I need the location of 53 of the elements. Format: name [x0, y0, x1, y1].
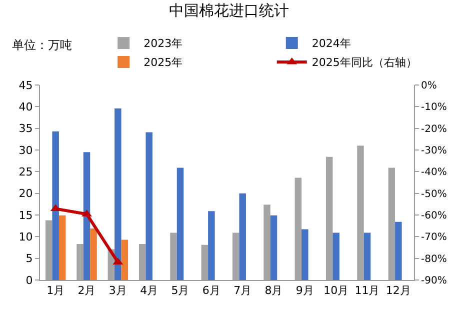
bar	[270, 215, 278, 280]
y-tick-label: 40	[18, 100, 33, 114]
x-tick-label: 12月	[386, 284, 411, 298]
y-tick-label: 0	[26, 274, 33, 287]
chart-title: 中国棉花进口统计	[169, 1, 289, 20]
x-tick-label: 6月	[202, 284, 220, 298]
legend-label: 2025年	[144, 56, 183, 70]
x-tick-label: 2月	[78, 284, 96, 298]
bar	[52, 131, 59, 280]
x-tick-label: 1月	[46, 284, 65, 298]
bar	[121, 240, 128, 280]
bar	[332, 232, 340, 280]
y2-tick-label: -90%	[421, 276, 447, 286]
y2-tick-label: -60%	[421, 210, 447, 222]
bar	[176, 168, 184, 280]
x-tick-label: 9月	[296, 284, 314, 298]
y-tick-label: 20	[18, 187, 33, 200]
y2-tick-label: -30%	[421, 146, 447, 156]
y2-tick-label: 0%	[421, 80, 437, 92]
legend-label: 2025年同比（右轴）	[312, 56, 417, 70]
legend-label: 2024年	[312, 37, 351, 50]
y-tick-label: 45	[18, 78, 33, 92]
y2-tick-label: -40%	[421, 167, 447, 178]
y2-tick-label: -20%	[421, 124, 447, 135]
bar	[83, 152, 90, 280]
y-tick-label: 30	[18, 144, 33, 157]
y2-tick-label: -80%	[421, 254, 447, 265]
x-tick-label: 4月	[140, 284, 158, 298]
bar	[146, 132, 152, 280]
y-tick-label: 25	[18, 166, 33, 179]
bar	[364, 232, 371, 280]
bar	[90, 228, 97, 280]
x-tick-label: 8月	[264, 284, 283, 298]
y-tick-label: 10	[18, 230, 33, 244]
y-tick-label: 5	[26, 252, 33, 266]
x-tick-label: 7月	[234, 284, 252, 298]
bar	[302, 229, 308, 280]
x-tick-label: 10月	[324, 284, 349, 298]
y2-tick-label: -10%	[421, 102, 447, 114]
bar	[58, 215, 66, 280]
x-tick-label: 5月	[171, 284, 190, 298]
bar	[395, 222, 402, 280]
x-tick-label: 11月	[354, 284, 380, 298]
y2-tick-label: -70%	[421, 232, 447, 244]
y2-tick-label: -50%	[421, 188, 447, 200]
x-tick-label: 3月	[108, 284, 127, 298]
legend-label: 2023年	[144, 37, 183, 50]
text: 单位：万吨	[12, 38, 72, 52]
bar	[114, 108, 122, 280]
y-tick-label: 15	[18, 208, 33, 222]
y-tick-label: 35	[18, 122, 33, 136]
bar	[239, 193, 246, 280]
bar	[208, 211, 215, 280]
